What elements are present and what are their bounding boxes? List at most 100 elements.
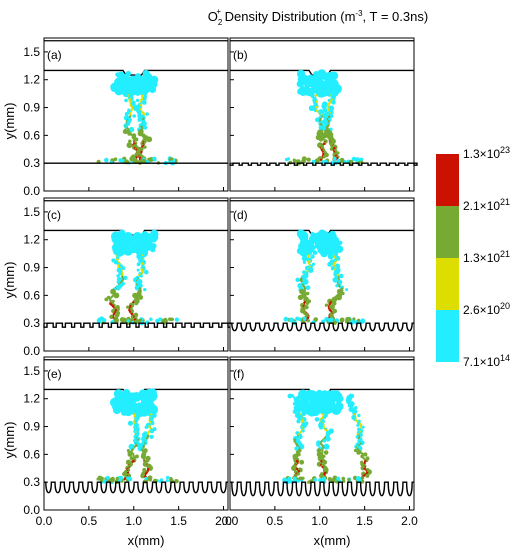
- density-blob: [139, 274, 143, 278]
- density-blob: [309, 390, 318, 400]
- streamer-branch: [333, 146, 336, 150]
- density-blob: [134, 242, 140, 249]
- x-tick-label: 1.5: [356, 514, 373, 528]
- panel-frame: [43, 37, 229, 192]
- y-tick-label: 1.2: [23, 233, 40, 247]
- density-blob: [317, 84, 322, 89]
- density-blob: [127, 452, 133, 457]
- density-blob: [328, 105, 335, 112]
- y-tick-label: 0.3: [23, 475, 40, 489]
- density-blob: [165, 475, 170, 480]
- y-tick-label: 0.0: [23, 503, 40, 517]
- colorbar-label: 2.6×1020: [463, 301, 510, 317]
- density-blob: [322, 415, 327, 420]
- streamer-branch: [140, 150, 143, 154]
- panel-label: (b): [233, 48, 248, 62]
- density-blob: [301, 411, 307, 417]
- streamer-branch: [120, 279, 124, 283]
- streamer-branch: [326, 117, 330, 121]
- streamer-branch: [322, 399, 326, 403]
- streamer-branch: [309, 248, 313, 252]
- streamer-branch: [120, 273, 124, 277]
- streamer-branch: [308, 251, 313, 256]
- density-blob: [114, 312, 120, 318]
- x-axis-label: x(mm): [128, 533, 165, 548]
- streamer-branch: [139, 97, 144, 102]
- streamer-branch: [293, 440, 297, 444]
- density-blob: [332, 276, 339, 283]
- density-blob: [118, 158, 123, 163]
- density-blob: [333, 252, 339, 257]
- bottom-electrode: [230, 481, 414, 497]
- colorbar-label: 1.3×1023: [463, 145, 510, 161]
- density-blob: [126, 142, 133, 149]
- streamer-branch: [319, 117, 322, 121]
- y-tick-label: 0.6: [23, 288, 40, 302]
- panel-label: (a): [47, 48, 62, 62]
- streamer-branch: [302, 300, 307, 304]
- density-blob: [336, 476, 341, 481]
- streamer-branch: [141, 117, 145, 121]
- density-blob: [307, 267, 314, 274]
- density-blob: [305, 285, 311, 290]
- density-blob: [126, 319, 130, 323]
- x-tick-label: 2.0: [401, 514, 418, 528]
- density-blob: [144, 425, 149, 429]
- streamer-branch: [333, 265, 337, 269]
- y-tick-label: 1.5: [23, 45, 40, 59]
- streamer-branch: [145, 436, 150, 440]
- y-axis-label: y(mm): [2, 262, 17, 299]
- density-blob: [128, 95, 134, 102]
- streamer-branch: [319, 416, 324, 421]
- density-blob: [365, 473, 370, 478]
- streamer-branch: [119, 281, 123, 285]
- density-blob: [155, 318, 160, 323]
- density-blob: [122, 129, 128, 135]
- density-blob: [133, 159, 137, 163]
- density-blob: [323, 443, 330, 450]
- panel-label: (d): [233, 208, 248, 222]
- density-blob: [292, 409, 298, 414]
- streamer-branch: [326, 103, 330, 107]
- density-blob: [296, 414, 303, 421]
- streamer-branch: [314, 105, 319, 110]
- streamer-branch: [146, 432, 150, 436]
- density-blob: [142, 80, 149, 86]
- density-blob: [115, 476, 119, 481]
- colorbar-label: 2.1×1021: [463, 197, 510, 213]
- streamer-branch: [335, 156, 339, 160]
- density-blob: [332, 156, 337, 161]
- density-blob: [353, 448, 358, 453]
- streamer-branch: [356, 432, 360, 436]
- streamer-branch: [144, 471, 149, 475]
- streamer-branch: [328, 302, 332, 306]
- streamer-branch: [295, 459, 299, 464]
- density-blob: [168, 317, 172, 321]
- streamer-branch: [141, 92, 145, 96]
- density-blob: [298, 80, 304, 86]
- streamer-branch: [121, 277, 125, 281]
- streamer-branch: [148, 80, 153, 84]
- density-blob: [302, 260, 307, 264]
- density-blob: [318, 477, 323, 483]
- streamer-branch: [139, 99, 143, 103]
- streamer-branch: [120, 275, 125, 279]
- streamer-branch: [141, 244, 145, 248]
- streamer-branch: [299, 279, 304, 283]
- density-blob: [296, 229, 306, 239]
- streamer-density: [282, 389, 372, 484]
- density-blob: [323, 116, 327, 120]
- density-blob: [134, 301, 139, 306]
- figure-title: O2+ Density Distribution (m-3, T = 0.3ns…: [208, 7, 428, 27]
- density-blob: [169, 157, 174, 161]
- density-blob: [144, 476, 148, 481]
- streamer-branch: [132, 298, 137, 302]
- streamer-branch: [327, 101, 332, 105]
- y-tick-label: 0.3: [23, 156, 40, 170]
- density-blob: [308, 105, 315, 112]
- streamer-branch: [134, 443, 139, 448]
- density-blob: [336, 294, 342, 301]
- density-blob: [322, 107, 328, 113]
- density-blob: [292, 158, 296, 162]
